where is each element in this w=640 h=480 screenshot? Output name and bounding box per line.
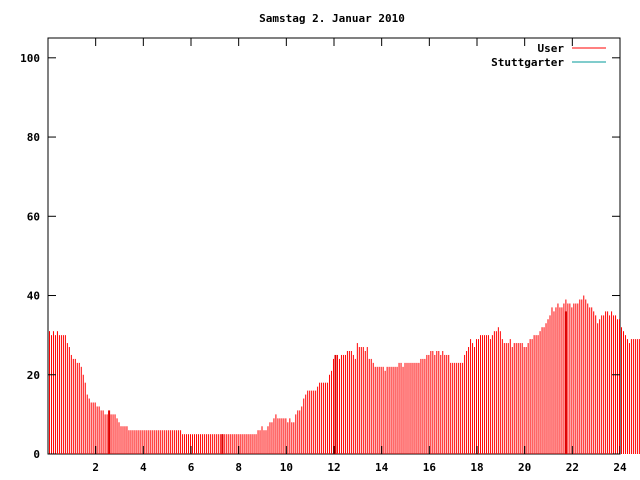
chart-title: Samstag 2. Januar 2010 — [259, 12, 405, 25]
x-tick-label: 16 — [423, 461, 437, 474]
bars-group — [49, 295, 640, 454]
y-tick-label: 20 — [27, 369, 40, 382]
x-tick-label: 4 — [140, 461, 147, 474]
y-tick-label: 40 — [27, 290, 40, 303]
y-tick-label: 80 — [27, 131, 40, 144]
x-tick-label: 10 — [280, 461, 293, 474]
legend-label-stuttgarter: Stuttgarter — [491, 56, 564, 69]
y-tick-label: 100 — [20, 52, 40, 65]
legend: User Stuttgarter — [491, 42, 606, 69]
x-tick-label: 8 — [235, 461, 242, 474]
y-tick-label: 0 — [33, 448, 40, 461]
x-tick-label: 22 — [566, 461, 579, 474]
x-tick-label: 14 — [375, 461, 389, 474]
x-tick-label: 2 — [92, 461, 99, 474]
x-tick-label: 6 — [188, 461, 195, 474]
y-tick-label: 60 — [27, 210, 40, 223]
x-tick-label: 24 — [613, 461, 627, 474]
x-tick-label: 20 — [518, 461, 531, 474]
legend-label-user: User — [538, 42, 565, 55]
x-tick-label: 12 — [327, 461, 340, 474]
x-tick-label: 18 — [470, 461, 483, 474]
